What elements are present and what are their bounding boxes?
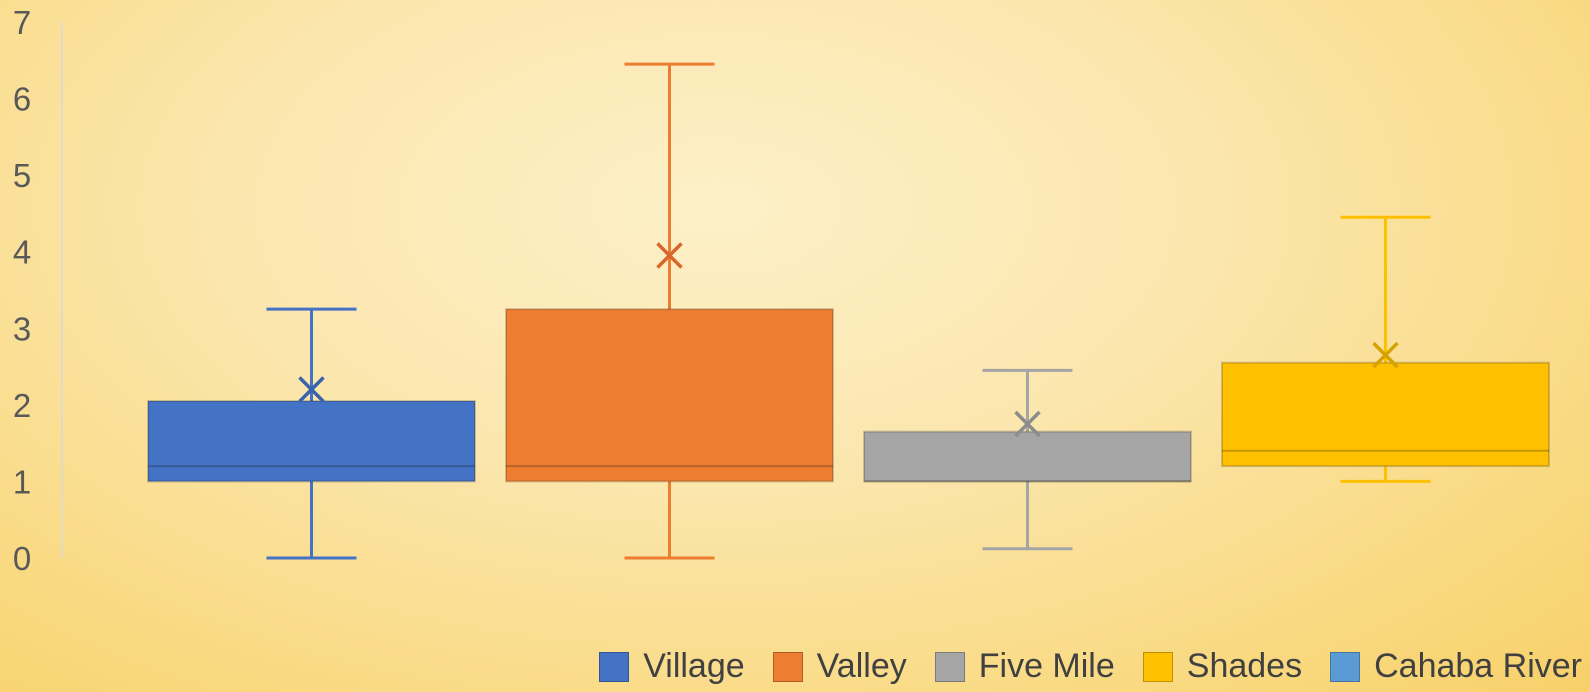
iqr-box	[1221, 361, 1550, 468]
chart-legend: Village Valley Five Mile Shades Cahaba River	[599, 647, 1582, 686]
mean-marker	[1014, 410, 1041, 438]
legend-label: Cahaba River	[1374, 647, 1582, 685]
iqr-box	[505, 308, 834, 483]
legend-label: Valley	[816, 647, 907, 685]
legend-swatch	[1142, 651, 1173, 682]
legend-item-cahaba-river: Cahaba River	[1330, 647, 1582, 686]
mean-marker	[1372, 341, 1399, 369]
legend-swatch	[772, 651, 803, 682]
legend-label: Five Mile	[978, 647, 1115, 685]
mean-marker	[656, 242, 683, 269]
legend-swatch	[599, 651, 630, 682]
y-tick-label: 3	[13, 310, 31, 347]
box-valley	[505, 62, 834, 560]
y-tick-label: 7	[13, 4, 31, 41]
y-tick-label: 1	[13, 463, 31, 500]
legend-item-shades: Shades	[1142, 647, 1303, 686]
legend-item-five-mile: Five Mile	[934, 647, 1115, 686]
y-tick-label: 0	[13, 540, 31, 577]
y-tick-label: 5	[13, 157, 31, 194]
legend-label: Village	[643, 647, 745, 685]
y-tick-label: 6	[13, 81, 31, 118]
iqr-box	[863, 430, 1192, 483]
y-axis-tick-labels: 0 1 2 3 4 5 6 7	[13, 4, 31, 577]
y-tick-label: 4	[13, 234, 31, 271]
legend-swatch	[1330, 651, 1361, 682]
box-shades	[1221, 215, 1550, 483]
legend-label: Shades	[1186, 647, 1303, 685]
box-five-mile	[863, 368, 1192, 551]
legend-item-village: Village	[599, 647, 745, 686]
box-village	[147, 307, 476, 560]
legend-item-valley: Valley	[772, 647, 907, 686]
legend-swatch	[934, 651, 965, 682]
box-series-group	[147, 62, 1550, 560]
y-tick-label: 2	[13, 387, 31, 424]
iqr-box	[147, 400, 476, 483]
mean-marker	[298, 376, 325, 403]
